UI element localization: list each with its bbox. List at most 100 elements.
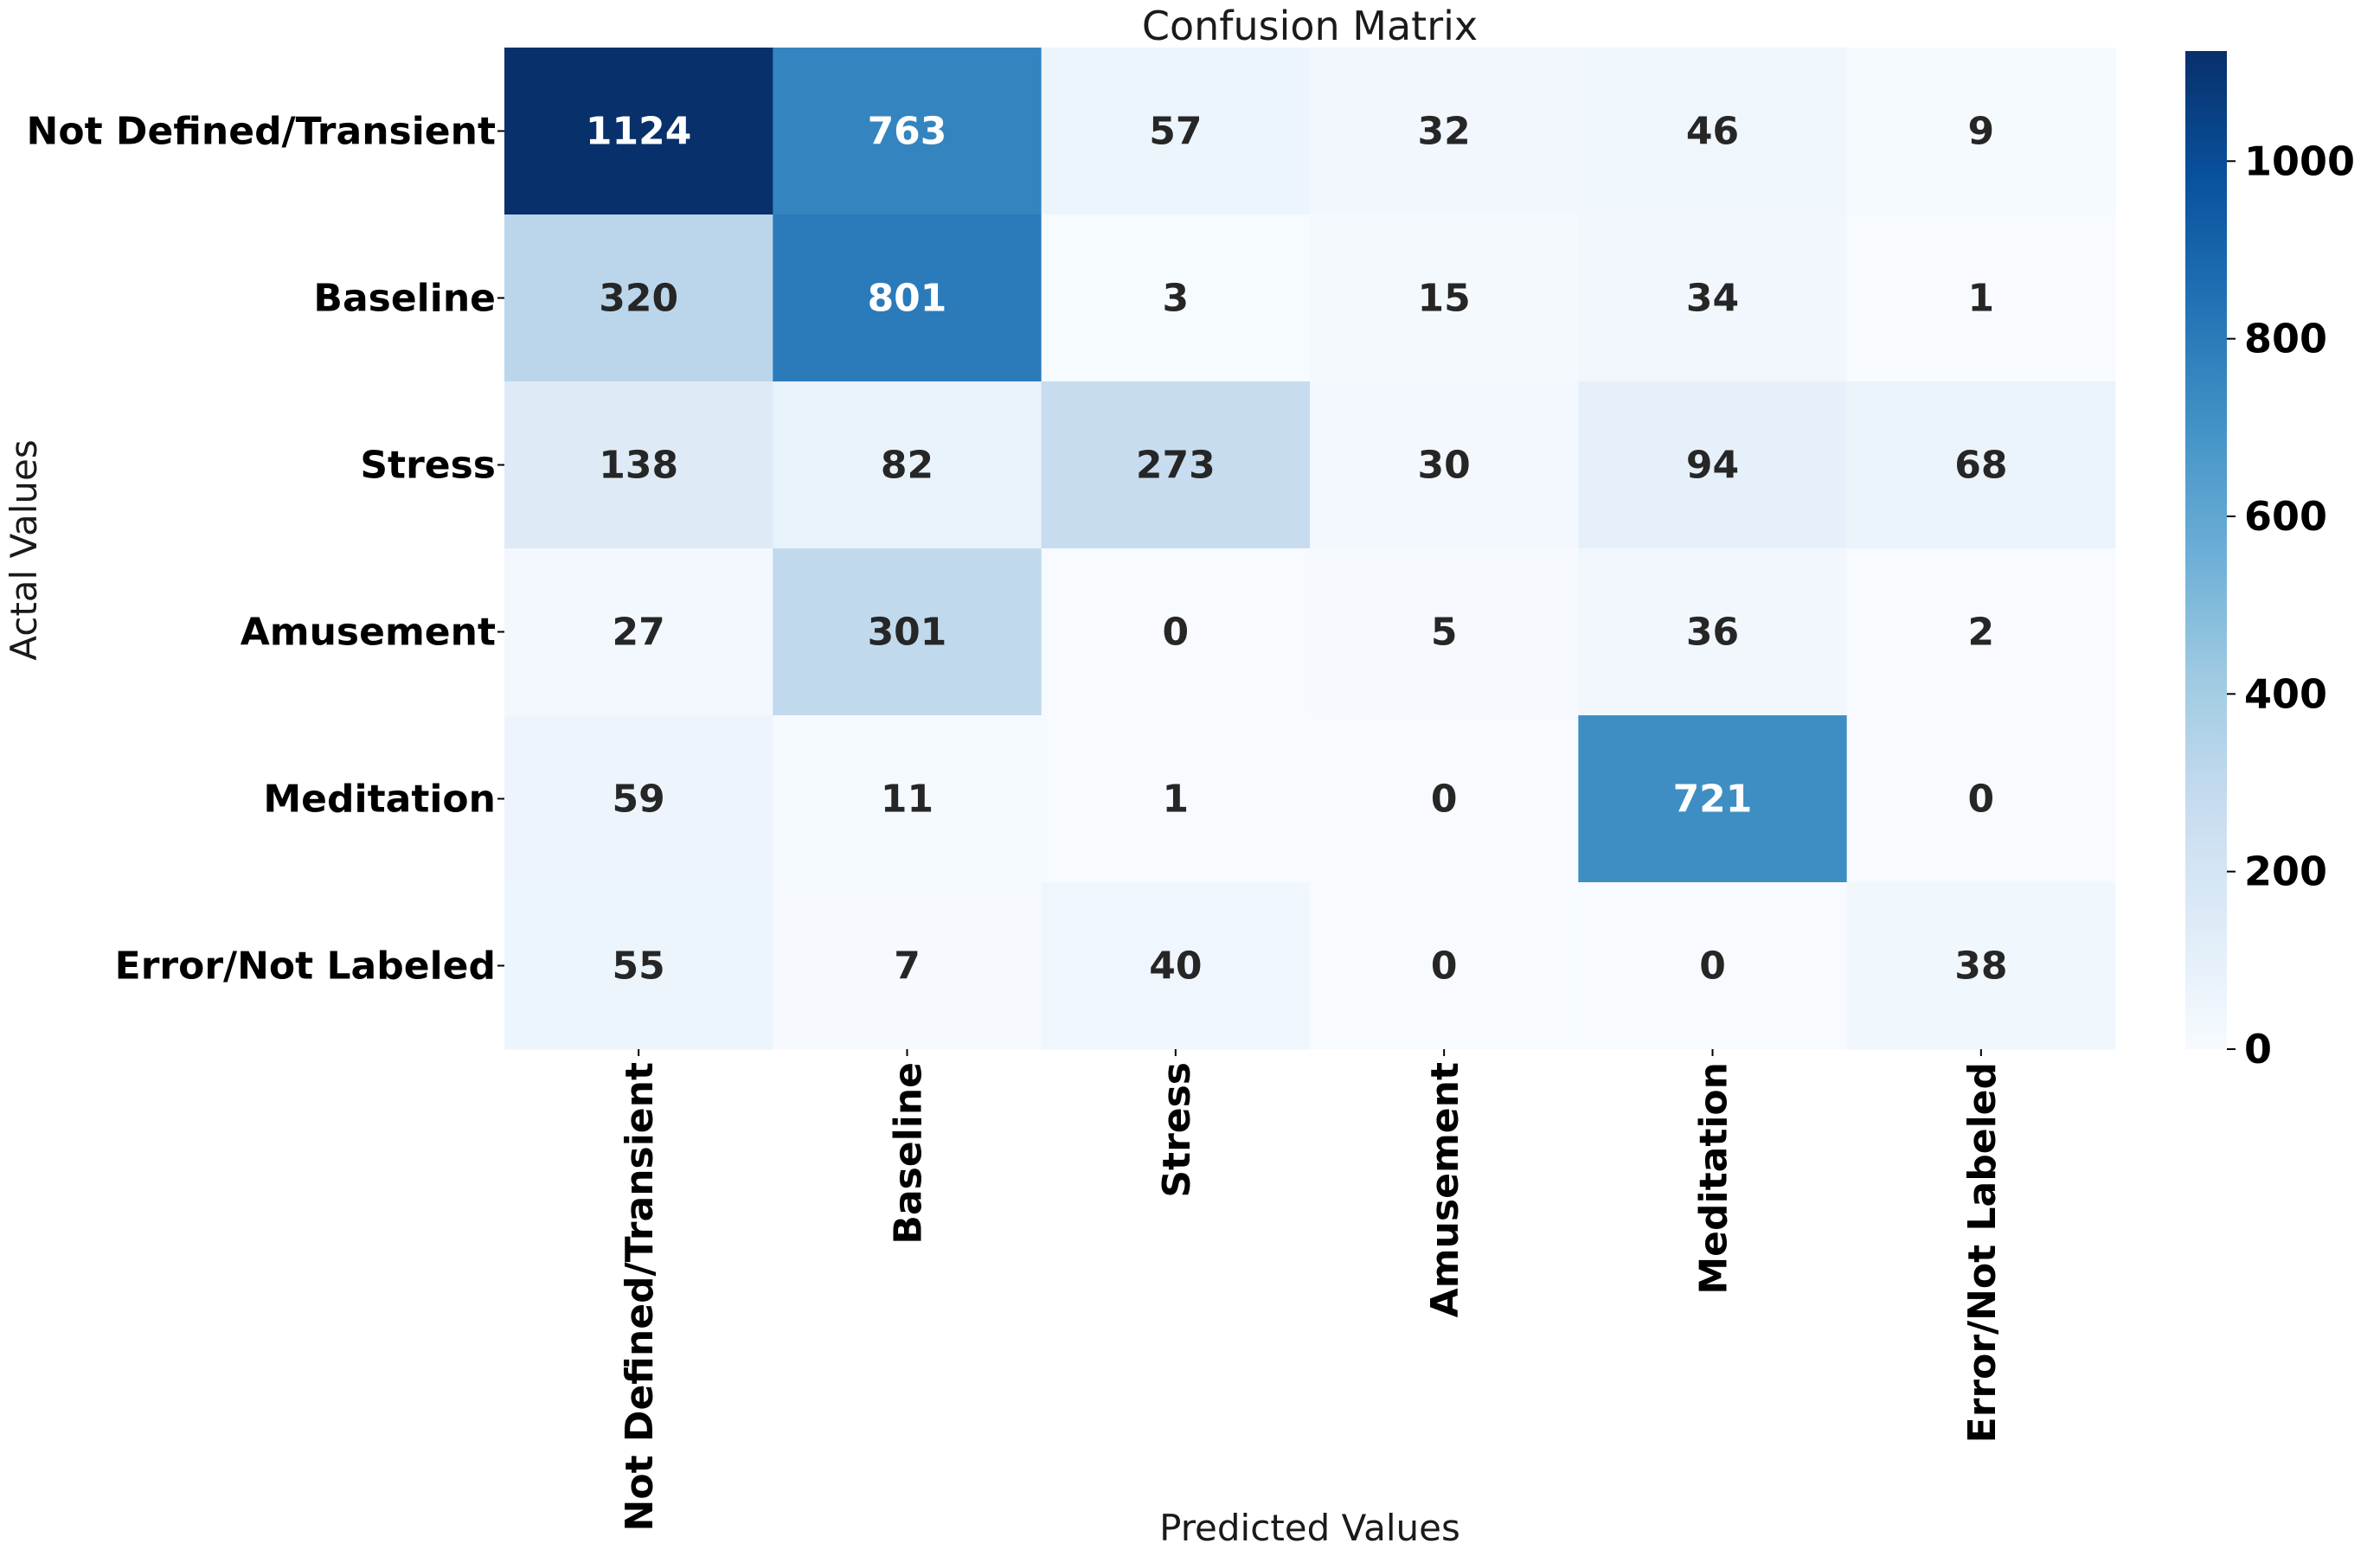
colorbar-tick-label: 0 [2244,1026,2272,1073]
cell-value-label: 46 [1686,110,1739,154]
cell-value-label: 320 [599,277,678,321]
cell-value-label: 59 [613,778,665,822]
heatmap-cell [1310,215,1579,382]
chart-title: Confusion Matrix [1142,3,1478,49]
cell-value-label: 1 [1163,778,1190,822]
cell-value-label: 7 [894,944,921,989]
heatmap-cell [773,215,1042,382]
heatmap-cell [1310,548,1579,716]
y-tick-label: Amusement [241,611,496,655]
cell-value-label: 763 [868,110,947,154]
heatmap-cell [1310,48,1579,215]
cell-value-label: 9 [1968,110,1995,154]
heatmap-cell [1578,882,1848,1050]
cell-value-label: 30 [1418,444,1471,488]
x-axis-label: Predicted Values [1159,1507,1460,1549]
colorbar-tick-label: 200 [2244,848,2327,895]
heatmap-cell [1578,548,1848,716]
cell-value-label: 0 [1968,778,1995,822]
cell-value-label: 5 [1431,611,1458,655]
heatmap-cell [773,715,1042,883]
heatmap-cell [1846,715,2116,883]
heatmap-cell [1041,381,1311,549]
heatmap-cell [504,715,773,883]
y-tick-label: Meditation [263,778,496,822]
x-tick-label: Baseline [887,1062,931,1245]
heatmap-cell [1041,48,1311,215]
colorbar-tick-label: 600 [2244,493,2327,540]
heatmap-cell [1041,715,1311,883]
heatmap-cell [1041,882,1311,1050]
cell-value-label: 38 [1954,944,2007,989]
cell-value-label: 55 [613,944,665,989]
heatmap-cell [1041,215,1311,382]
cell-value-label: 57 [1149,110,1202,154]
x-tick-label: Amusement [1423,1062,1467,1317]
y-tick-label: Stress [360,444,496,488]
y-axis-ticks: Not Defined/Transient Baseline Stress Amuse… [27,110,504,989]
colorbar-gradient [2185,51,2227,1049]
cell-value-label: 27 [613,611,665,655]
heatmap-cell [1846,882,2116,1050]
heatmap-cell [504,548,773,716]
colorbar-tick-label: 1000 [2244,138,2355,184]
cell-value-label: 721 [1673,778,1753,822]
heatmap-cell [1846,48,2116,215]
colorbar: 0 200 400 600 800 1000 [2185,51,2355,1073]
heatmap-cell [1578,215,1848,382]
heatmap-cell [1846,215,2116,382]
heatmap-cell [1578,715,1848,883]
heatmap-cell [1846,548,2116,716]
cell-value-label: 32 [1418,110,1471,154]
heatmap-cell [1310,882,1579,1050]
cell-value-label: 1 [1968,277,1995,321]
y-axis-label: Actal Values [3,439,45,661]
x-tick-label: Stress [1155,1062,1199,1198]
x-axis-ticks: Not Defined/Transient Baseline Stress Amuse… [618,1049,2005,1531]
heatmap-cell [773,381,1042,549]
heatmap-cell [504,882,773,1050]
cell-value-label: 68 [1954,444,2007,488]
cell-value-label: 34 [1686,277,1739,321]
cell-value-label: 3 [1163,277,1190,321]
heatmap-cell [504,381,773,549]
heatmap-cell [773,548,1042,716]
colorbar-tick-label: 800 [2244,316,2327,362]
x-tick-label: Meditation [1692,1062,1736,1295]
cell-value-label: 138 [599,444,678,488]
cell-value-label: 0 [1699,944,1726,989]
cell-value-label: 2 [1968,611,1995,655]
colorbar-tick-label: 400 [2244,670,2327,717]
cell-value-label: 11 [881,778,933,822]
heatmap-cell [1578,48,1848,215]
heatmap-cell [773,882,1042,1050]
cell-value-label: 0 [1163,611,1190,655]
y-tick-label: Error/Not Labeled [115,944,496,989]
x-tick-label: Not Defined/Transient [618,1062,662,1531]
x-tick-label: Error/Not Labeled [1960,1062,2005,1443]
heatmap-cell [504,48,773,215]
cell-value-label: 82 [881,444,933,488]
cell-value-label: 15 [1418,277,1471,321]
y-tick-label: Not Defined/Transient [27,110,496,154]
heatmap-cell [504,215,773,382]
heatmap-cell [1310,381,1579,549]
heatmap-cell [1846,381,2116,549]
cell-value-label: 94 [1686,444,1739,488]
cell-value-label: 0 [1431,778,1458,822]
cell-value-label: 801 [868,277,947,321]
cell-value-label: 36 [1686,611,1739,655]
heatmap-cell [1310,715,1579,883]
cell-value-label: 301 [868,611,947,655]
cell-value-label: 0 [1431,944,1458,989]
cell-value-label: 273 [1136,444,1216,488]
cell-value-label: 40 [1149,944,1202,989]
heatmap-cell [773,48,1042,215]
cell-value-label: 1124 [586,110,691,154]
heatmap-cell [1578,381,1848,549]
y-tick-label: Baseline [313,277,496,321]
heatmap-cell [1041,548,1311,716]
